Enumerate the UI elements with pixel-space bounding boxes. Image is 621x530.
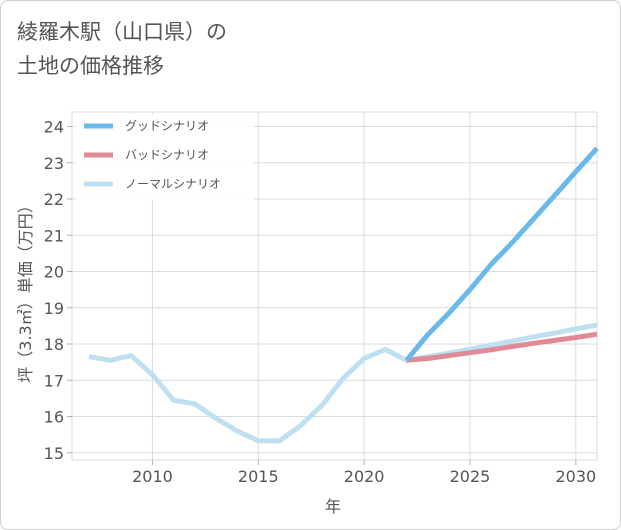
x-tick-label: 2030 — [555, 467, 596, 486]
x-tick-label: 2010 — [132, 467, 173, 486]
axis-ticks: 15 16 17 18 19 20 21 22 23 24 2010 2015 2020 2025 2030 — [44, 118, 597, 487]
x-tick-label: 2015 — [238, 467, 279, 486]
series-line-good — [404, 146, 599, 362]
y-tick-label: 24 — [44, 118, 64, 137]
y-tick-label: 22 — [44, 190, 64, 209]
series-line-normal — [88, 322, 598, 444]
chart-title-line1: 綾羅木駅（山口県）の — [17, 20, 227, 44]
y-axis-title: 坪（3.3㎡）単価（万円） — [16, 197, 35, 382]
legend-label-bad: バッドシナリオ — [125, 148, 209, 162]
grid — [67, 111, 598, 465]
plot-frame — [71, 111, 598, 461]
x-tick-label: 2020 — [344, 467, 385, 486]
y-tick-label: 23 — [44, 154, 64, 173]
y-tick-label: 16 — [44, 408, 64, 427]
series-line-bad — [406, 331, 598, 363]
legend-label-good: グッドシナリオ — [125, 119, 209, 133]
x-axis-title: 年 — [325, 497, 341, 516]
y-tick-label: 21 — [44, 226, 64, 245]
x-tick-label: 2025 — [450, 467, 491, 486]
y-tick-label: 20 — [44, 263, 64, 282]
chart-title-line2: 土地の価格推移 — [17, 54, 164, 78]
y-tick-label: 17 — [44, 371, 64, 390]
y-tick-label: 18 — [44, 335, 64, 354]
series-layer — [88, 146, 599, 444]
y-tick-label: 15 — [44, 444, 64, 463]
legend-label-normal: ノーマルシナリオ — [125, 177, 221, 191]
chart-title: 綾羅木駅（山口県）の 土地の価格推移 — [17, 15, 227, 83]
y-tick-label: 19 — [44, 299, 64, 318]
